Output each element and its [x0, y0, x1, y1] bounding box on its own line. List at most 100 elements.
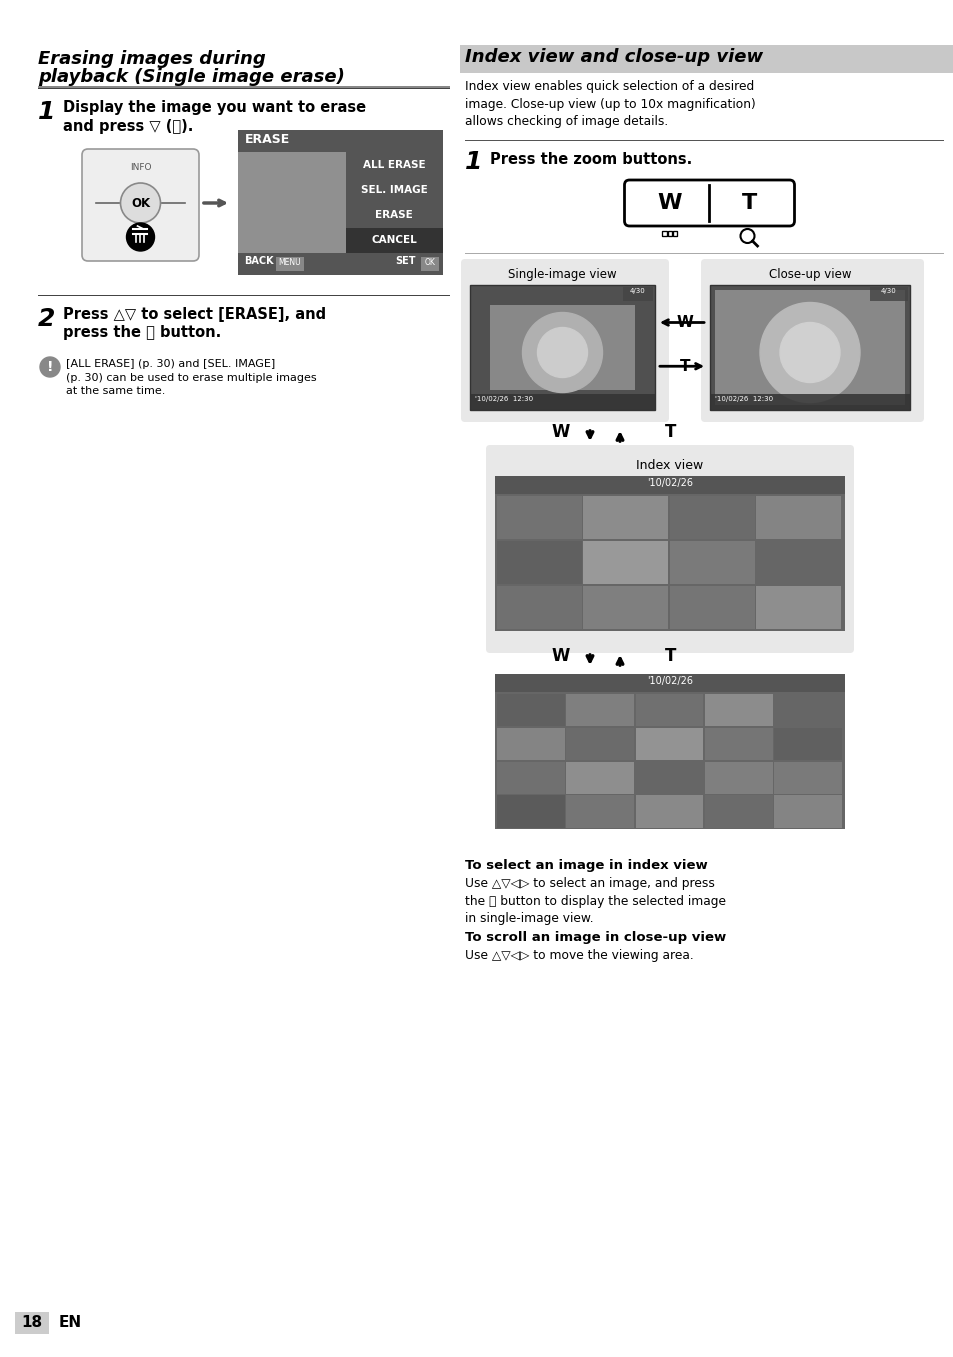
Text: To select an image in index view: To select an image in index view [464, 859, 707, 873]
Text: SEL. IMAGE: SEL. IMAGE [360, 185, 427, 195]
Bar [470, 394, 655, 410]
Text: Use △▽◁▷ to move the viewing area.: Use △▽◁▷ to move the viewing area. [464, 949, 693, 962]
Bar [495, 674, 844, 692]
Bar [420, 256, 438, 271]
Text: Press the zoom buttons.: Press the zoom buttons. [490, 152, 692, 167]
Bar [661, 231, 666, 236]
Text: 1: 1 [38, 100, 55, 123]
Bar [669, 586, 754, 630]
Text: !: ! [47, 360, 53, 375]
Text: Index view enables quick selection of a desired
image. Close-up view (up to 10x : Index view enables quick selection of a … [464, 80, 755, 128]
Bar [622, 286, 652, 301]
Bar [672, 231, 677, 236]
Text: INFO: INFO [130, 163, 152, 172]
Circle shape [40, 357, 60, 377]
Text: CANCEL: CANCEL [371, 235, 416, 246]
Bar [275, 256, 304, 271]
Text: '10/02/26  12:30: '10/02/26 12:30 [714, 396, 772, 402]
Text: '10/02/26  12:30: '10/02/26 12:30 [475, 396, 533, 402]
Text: W: W [551, 647, 569, 665]
Text: playback (Single image erase): playback (Single image erase) [38, 68, 345, 85]
Text: Index view and close-up view: Index view and close-up view [464, 47, 762, 66]
Bar [566, 727, 634, 760]
Text: 1: 1 [464, 151, 482, 174]
Text: Press △▽ to select [ERASE], and: Press △▽ to select [ERASE], and [63, 307, 326, 322]
Circle shape [127, 223, 154, 251]
Bar [704, 693, 772, 726]
Bar [635, 761, 702, 794]
Bar [774, 727, 841, 760]
Bar [490, 305, 635, 389]
Bar [774, 761, 841, 794]
Text: W: W [676, 315, 693, 330]
Text: T: T [741, 193, 757, 213]
FancyBboxPatch shape [485, 445, 853, 653]
Bar [661, 231, 666, 236]
Bar [774, 795, 841, 828]
Text: 4/30: 4/30 [630, 288, 645, 294]
Bar [709, 285, 909, 410]
Bar [669, 497, 754, 539]
Bar [497, 795, 564, 828]
Bar [497, 541, 581, 584]
Text: Erasing images during: Erasing images during [38, 50, 266, 68]
Circle shape [522, 312, 602, 392]
Text: ERASE: ERASE [245, 133, 290, 147]
FancyBboxPatch shape [624, 180, 794, 227]
Bar [583, 541, 668, 584]
Bar [774, 693, 841, 726]
Bar [495, 476, 844, 494]
Text: 2: 2 [38, 307, 55, 331]
Bar [756, 497, 841, 539]
Bar [497, 727, 564, 760]
Bar [709, 394, 909, 410]
Bar [237, 152, 351, 252]
Bar [237, 130, 442, 275]
Text: ALL ERASE: ALL ERASE [363, 160, 425, 170]
Bar [669, 541, 754, 584]
Bar [566, 761, 634, 794]
FancyBboxPatch shape [82, 149, 199, 261]
Bar [672, 231, 677, 236]
Text: MENU: MENU [278, 258, 301, 267]
Text: ERASE: ERASE [375, 210, 413, 220]
Bar [756, 586, 841, 630]
Bar [345, 152, 442, 252]
Text: Close-up view: Close-up view [768, 267, 850, 281]
Circle shape [120, 183, 160, 223]
Bar [661, 231, 666, 236]
Text: W: W [551, 423, 569, 441]
Bar [635, 693, 702, 726]
Text: Use △▽◁▷ to select an image, and press
the Ⓝ button to display the selected imag: Use △▽◁▷ to select an image, and press t… [464, 877, 725, 925]
Text: BACK: BACK [244, 256, 274, 266]
Bar [714, 290, 904, 404]
Bar [583, 586, 668, 630]
Bar [583, 497, 668, 539]
Bar [495, 674, 844, 829]
Bar [704, 795, 772, 828]
Bar [635, 727, 702, 760]
Bar [704, 761, 772, 794]
Bar [566, 795, 634, 828]
Bar [497, 497, 581, 539]
Bar [459, 45, 953, 73]
Text: [ALL ERASE] (p. 30) and [SEL. IMAGE]
(p. 30) can be used to erase multiple image: [ALL ERASE] (p. 30) and [SEL. IMAGE] (p.… [66, 360, 316, 396]
Text: Display the image you want to erase
and press ▽ (Ⓝ).: Display the image you want to erase and … [63, 100, 366, 134]
Bar [704, 727, 772, 760]
Bar [635, 795, 702, 828]
Text: OK: OK [131, 197, 150, 209]
Bar [497, 761, 564, 794]
Bar [38, 85, 450, 88]
Circle shape [760, 303, 859, 403]
Text: 4/30: 4/30 [881, 288, 896, 294]
Circle shape [780, 323, 840, 383]
Text: T: T [664, 647, 676, 665]
Bar [566, 693, 634, 726]
Text: EN: EN [59, 1315, 82, 1330]
Text: T: T [664, 423, 676, 441]
Text: press the Ⓝ button.: press the Ⓝ button. [63, 324, 221, 341]
Bar [672, 231, 677, 236]
FancyBboxPatch shape [460, 259, 668, 422]
Bar [869, 286, 907, 301]
Bar [667, 231, 672, 236]
